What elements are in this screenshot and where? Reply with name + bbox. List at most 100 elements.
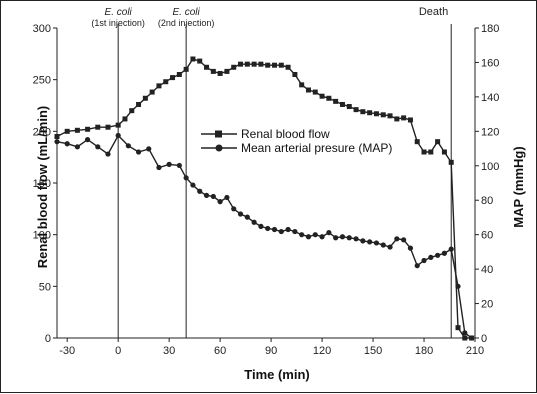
data-point-renal-blood-flow xyxy=(224,68,230,74)
x-axis-title: Time (min) xyxy=(244,367,310,382)
data-point-renal-blood-flow xyxy=(441,149,447,155)
y-right-tick-label: 0 xyxy=(481,333,487,345)
data-point-renal-blood-flow xyxy=(265,62,271,68)
event-sublabel: (1st injection) xyxy=(91,18,145,28)
data-point-map xyxy=(210,193,216,200)
legend-label-map: Mean arterial presure (MAP) xyxy=(241,141,392,155)
data-point-map xyxy=(421,257,427,264)
data-point-renal-blood-flow xyxy=(292,72,298,77)
data-point-map xyxy=(156,164,162,171)
y-right-tick-label: 140 xyxy=(481,92,499,104)
data-point-map xyxy=(333,235,339,241)
data-point-renal-blood-flow xyxy=(346,104,352,110)
y-right-tick-label: 100 xyxy=(481,161,499,173)
y-left-tick-label: 50 xyxy=(39,281,51,293)
data-point-map xyxy=(258,223,264,229)
data-point-map xyxy=(54,139,60,145)
y-right-tick-label: 80 xyxy=(481,195,493,207)
x-tick-label: 210 xyxy=(466,345,484,357)
data-point-renal-blood-flow xyxy=(74,127,80,133)
data-point-map xyxy=(428,254,434,260)
data-point-renal-blood-flow xyxy=(271,62,277,68)
data-point-map xyxy=(407,245,414,251)
data-point-map xyxy=(360,238,366,244)
data-point-map xyxy=(380,242,386,248)
legend: Renal blood flow Mean arterial presure (… xyxy=(201,127,392,155)
data-point-renal-blood-flow xyxy=(142,95,148,101)
y-right-tick-label: 20 xyxy=(481,299,493,311)
series-line-renal-blood-flow xyxy=(56,58,472,339)
y-left-tick-label: 100 xyxy=(33,230,51,242)
data-point-renal-blood-flow xyxy=(278,62,284,68)
series-line-map xyxy=(56,134,473,339)
y-left-tick-label: 250 xyxy=(33,75,51,87)
data-point-map xyxy=(217,199,223,205)
data-point-renal-blood-flow xyxy=(435,139,441,145)
data-point-renal-blood-flow xyxy=(136,101,142,107)
data-point-map xyxy=(441,250,448,256)
data-point-map xyxy=(197,188,203,194)
data-point-map xyxy=(448,246,454,252)
data-point-renal-blood-flow xyxy=(387,113,393,119)
data-point-map xyxy=(183,175,189,181)
legend-marker-renal xyxy=(215,130,222,138)
data-point-renal-blood-flow xyxy=(448,159,454,165)
data-point-map xyxy=(435,252,441,258)
data-point-renal-blood-flow xyxy=(170,75,176,81)
data-point-map xyxy=(305,234,312,240)
data-point-map xyxy=(469,335,475,341)
data-point-map xyxy=(190,182,196,188)
data-point-map xyxy=(326,230,332,236)
event-sublabel: (2nd injection) xyxy=(158,18,215,28)
data-point-renal-blood-flow xyxy=(163,79,169,85)
data-point-map xyxy=(84,137,91,143)
event-label: E. coli xyxy=(173,7,201,18)
data-point-renal-blood-flow xyxy=(305,87,311,93)
data-point-map xyxy=(367,239,373,245)
data-point-renal-blood-flow xyxy=(183,66,189,72)
data-point-renal-blood-flow xyxy=(401,115,407,121)
data-point-map xyxy=(125,143,131,149)
data-point-renal-blood-flow xyxy=(421,149,427,155)
data-point-map xyxy=(265,225,271,232)
x-tick-label: 30 xyxy=(163,345,175,357)
data-point-map xyxy=(414,263,420,269)
data-point-map xyxy=(95,144,101,150)
x-tick-label: 0 xyxy=(115,345,121,357)
data-point-renal-blood-flow xyxy=(380,112,386,118)
data-point-map xyxy=(319,234,325,240)
data-point-map xyxy=(105,151,111,157)
data-point-renal-blood-flow xyxy=(455,325,461,331)
data-point-renal-blood-flow xyxy=(299,82,305,88)
data-point-renal-blood-flow xyxy=(258,61,264,67)
data-point-renal-blood-flow xyxy=(367,110,373,116)
data-point-renal-blood-flow xyxy=(129,108,135,114)
y-left-tick-label: 150 xyxy=(33,178,51,190)
legend-marker-map xyxy=(215,144,223,152)
data-point-map xyxy=(166,161,172,167)
data-point-map xyxy=(401,237,407,243)
data-point-renal-blood-flow xyxy=(115,122,121,128)
data-point-renal-blood-flow xyxy=(156,83,162,89)
data-point-renal-blood-flow xyxy=(54,134,60,139)
data-point-renal-blood-flow xyxy=(353,107,359,113)
data-point-map xyxy=(339,234,346,240)
y-right-tick-label: 40 xyxy=(481,264,493,276)
event-lines: E. coli(1st injection)E. coli(2nd inject… xyxy=(91,6,452,338)
data-point-map xyxy=(285,226,291,233)
data-point-map xyxy=(394,236,400,242)
data-point-map xyxy=(203,192,210,198)
data-point-map xyxy=(224,194,230,201)
event-label: Death xyxy=(419,6,448,18)
data-point-renal-blood-flow xyxy=(105,124,111,130)
data-point-map xyxy=(462,330,468,336)
data-point-map xyxy=(244,214,250,220)
data-point-renal-blood-flow xyxy=(217,70,223,76)
data-point-renal-blood-flow xyxy=(312,89,318,95)
data-point-map xyxy=(146,146,152,152)
data-point-renal-blood-flow xyxy=(210,68,216,74)
data-point-renal-blood-flow xyxy=(333,98,339,104)
data-point-map xyxy=(455,283,461,289)
